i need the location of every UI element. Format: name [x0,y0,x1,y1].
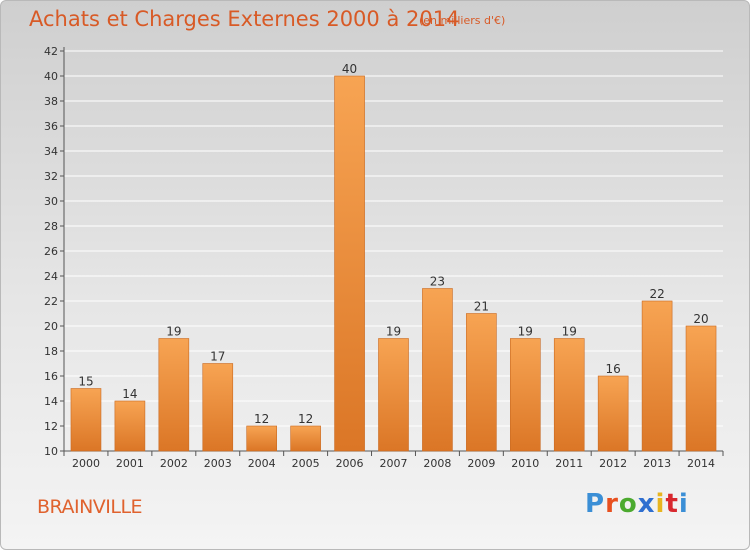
value-label-2005: 12 [298,412,313,426]
bar-2008 [422,288,453,452]
x-tick-label-2003: 2003 [204,457,232,470]
y-tick-label: 14 [44,395,58,408]
y-tick-label: 22 [44,295,58,308]
bar-2012 [597,375,629,452]
bar-2006 [334,75,365,452]
value-label-2000: 15 [78,375,93,389]
value-label-2008: 23 [430,275,445,289]
y-tick-label: 16 [44,370,58,383]
value-label-2011: 19 [562,325,577,339]
value-label-2009: 21 [474,300,489,314]
y-tick-label: 28 [44,220,58,233]
logo-letter: i [655,489,666,519]
bars: 15 14 19 17 12 12 40 19 23 21 19 19 16 22 20 [70,62,717,452]
bar-2004 [246,425,277,452]
value-label-2003: 17 [210,350,225,364]
y-tick-label: 42 [44,45,58,58]
y-tick-label: 12 [44,420,58,433]
chart-subtitle: (en milliers d'€) [419,14,506,27]
value-label-2013: 22 [649,287,664,301]
value-label-2012: 16 [606,362,621,376]
logo-letter: o [618,489,638,519]
y-tick-label: 36 [44,120,58,133]
y-tick-label: 40 [44,70,58,83]
bar-2007 [378,338,409,452]
bar-2005 [290,425,321,452]
bar-2001 [114,400,146,452]
value-label-2002: 19 [166,325,181,339]
value-label-2001: 14 [122,387,137,401]
x-tick-label-2007: 2007 [380,457,408,470]
logo-letter: t [665,489,679,519]
logo-letter: P [585,489,606,519]
y-tick-label: 18 [44,345,58,358]
logo-letter: i [678,489,689,519]
x-tick-label-2004: 2004 [248,457,276,470]
x-tick-label-2006: 2006 [336,457,364,470]
x-tick-label-2011: 2011 [555,457,583,470]
bar-2009 [466,313,497,452]
proxiti-logo[interactable]: Proxiti [585,489,689,519]
x-tick-label-2010: 2010 [511,457,539,470]
x-tick-label-2014: 2014 [687,457,715,470]
y-tick-label: 30 [44,195,58,208]
x-tick-label-2000: 2000 [72,457,100,470]
y-tick-label: 20 [44,320,58,333]
y-tick-label: 32 [44,170,58,183]
y-tick-label: 34 [44,145,58,158]
bar-2014 [685,325,717,452]
bar-2002 [158,338,190,452]
x-tick-label-2013: 2013 [643,457,671,470]
logo-letter: x [637,489,656,519]
x-tick-label-2008: 2008 [423,457,451,470]
value-label-2014: 20 [693,312,708,326]
chart-title: Achats et Charges Externes 2000 à 2014 [29,7,460,31]
bar-2013 [641,300,673,452]
bar-2011 [553,338,585,452]
y-tick-label: 38 [44,95,58,108]
bar-2000 [70,388,102,452]
value-label-2007: 19 [386,325,401,339]
bar-2003 [202,363,234,452]
x-tick-label-2001: 2001 [116,457,144,470]
x-tick-label-2012: 2012 [599,457,627,470]
x-tick-label-2005: 2005 [292,457,320,470]
y-tick-label: 10 [44,445,58,458]
value-label-2006: 40 [342,62,357,76]
y-tick-label: 26 [44,245,58,258]
commune-name: BRAINVILLE [37,496,143,518]
value-label-2010: 19 [518,325,533,339]
y-tick-label: 24 [44,270,58,283]
value-label-2004: 12 [254,412,269,426]
bar-2010 [509,338,541,452]
x-tick-label-2002: 2002 [160,457,188,470]
logo-letter: r [605,489,619,519]
x-tick-label-2009: 2009 [467,457,495,470]
